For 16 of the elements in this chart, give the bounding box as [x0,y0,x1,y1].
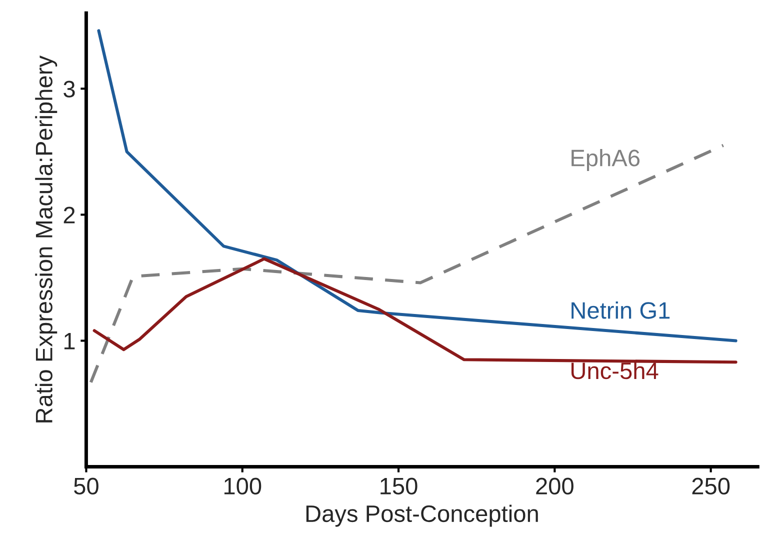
x-tick-label: 100 [224,478,262,495]
x-tick-label: 50 [74,478,98,495]
y-tick-label: 1 [64,333,75,350]
y-tick-label: 2 [64,206,75,224]
x-tick-label: 250 [692,478,730,495]
series-label: EphA6 [572,149,640,172]
x-tick-label: 200 [536,478,574,495]
series-label: Netrin G1 [572,301,670,319]
y-tick-label: 3 [64,80,75,98]
x-axis-title: Days Post-Conception [306,504,538,527]
x-tick-label: 150 [380,478,418,495]
line-series [97,29,738,342]
series-label: Unc-5h4 [571,362,658,380]
line-series [92,257,738,364]
y-axis-title: Ratio Expression Macula:Periphery [35,56,58,422]
line-series [89,144,725,384]
